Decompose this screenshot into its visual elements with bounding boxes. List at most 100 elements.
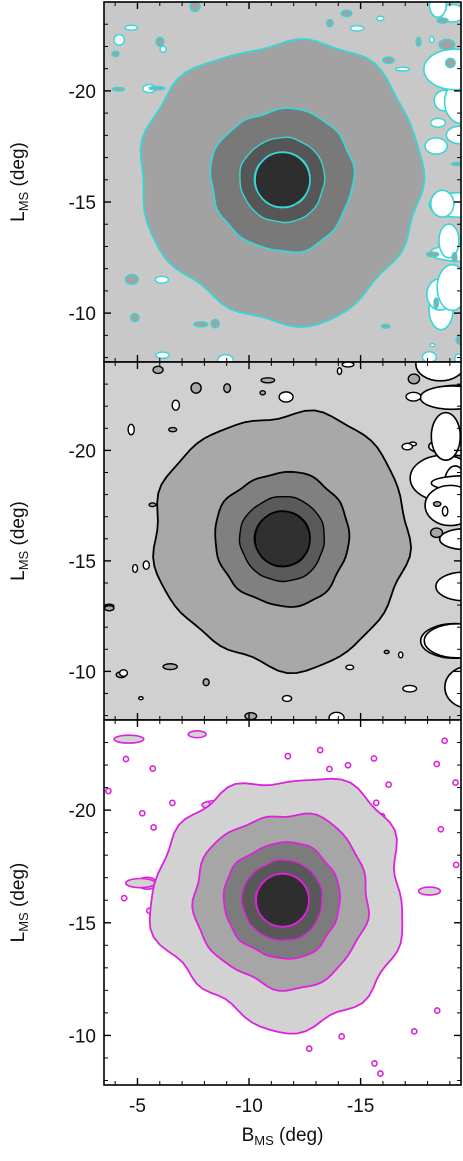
contour-island xyxy=(328,711,345,720)
contour-island xyxy=(336,367,343,376)
low-density-patch xyxy=(429,189,455,218)
contour-island xyxy=(159,45,167,53)
contour-island xyxy=(162,663,179,671)
y-tick-label: -10 xyxy=(69,1026,96,1047)
x-tick-label: -5 xyxy=(129,1096,146,1117)
contour-island xyxy=(402,684,418,693)
contour-island xyxy=(326,765,333,773)
contour-island xyxy=(118,669,129,678)
contour-island xyxy=(341,362,355,368)
contour-island xyxy=(429,527,444,539)
contour-island xyxy=(111,86,126,92)
contour-island xyxy=(190,382,202,394)
contour-island xyxy=(193,321,209,328)
contour-island xyxy=(168,426,178,433)
y-tick-label: -20 xyxy=(69,441,96,462)
contour-island xyxy=(155,36,165,48)
y-axis-label: LMS (deg) xyxy=(8,501,31,581)
contour-island xyxy=(415,36,422,47)
x-tick-label: -15 xyxy=(347,1096,374,1117)
contour-island xyxy=(370,755,378,762)
contour-island xyxy=(260,377,276,384)
contour-island xyxy=(428,35,435,44)
contour-island xyxy=(410,1027,418,1035)
contour-island xyxy=(433,760,441,768)
low-density-patch xyxy=(435,571,461,602)
y-tick-label: -20 xyxy=(69,82,96,103)
contour-island xyxy=(380,323,391,329)
contour-island xyxy=(137,695,144,701)
contour-island xyxy=(129,312,140,323)
y-tick-label: -15 xyxy=(69,552,96,573)
contour-island xyxy=(425,251,440,258)
contour-island xyxy=(154,275,170,284)
contour-island xyxy=(124,273,139,286)
density-peak-core xyxy=(255,873,310,928)
contour-island xyxy=(345,664,355,671)
y-tick-label: -10 xyxy=(69,304,96,325)
low-density-patch xyxy=(415,362,461,382)
contour-island xyxy=(421,351,438,362)
contour-island xyxy=(148,502,157,508)
contour-island xyxy=(338,1033,346,1040)
low-density-patch xyxy=(424,484,461,527)
contour-island xyxy=(131,563,139,574)
contour-island xyxy=(152,365,164,375)
panel-middle: -20 -15 -10 LMS (deg) xyxy=(8,361,462,721)
low-density-patch xyxy=(444,666,461,708)
contour-island xyxy=(407,373,421,385)
low-density-patch xyxy=(436,263,461,312)
contour-island xyxy=(148,85,166,91)
contour-island xyxy=(124,24,139,31)
density-peak-core xyxy=(254,151,311,208)
contour-island xyxy=(452,861,460,869)
low-density-patch xyxy=(438,528,461,551)
contour-island xyxy=(417,886,442,896)
contour-island xyxy=(401,442,414,451)
plot-area-middle xyxy=(104,362,461,720)
contour-island xyxy=(150,824,158,831)
contour-island xyxy=(452,779,459,786)
contour-island xyxy=(444,57,456,69)
plot-area-bottom xyxy=(104,720,461,1085)
axes-frame-bottom xyxy=(103,719,462,1086)
low-density-patch xyxy=(438,223,460,259)
contour-island xyxy=(441,505,449,517)
contour-island xyxy=(104,604,115,612)
low-density-patch xyxy=(423,623,461,659)
contour-island xyxy=(113,734,145,744)
contour-island xyxy=(316,746,324,754)
contour-island xyxy=(284,752,292,760)
contour-island xyxy=(155,351,170,360)
contour-island xyxy=(397,651,404,659)
contour-island xyxy=(451,251,458,263)
panel-top: -20 -15 -10 LMS (deg) xyxy=(8,1,462,363)
contour-island xyxy=(436,17,449,24)
contour-island xyxy=(325,18,334,28)
contour-island xyxy=(450,161,461,167)
panel-bottom: -20 -15 -10 LMS (deg) -5 -10 -15 BMS (deg) xyxy=(8,719,462,1148)
contour-island xyxy=(372,799,380,807)
contour-island xyxy=(189,2,201,13)
contour-island xyxy=(383,649,390,655)
y-axis-label: LMS (deg) xyxy=(8,142,31,222)
y-tick-label: -20 xyxy=(69,801,96,822)
contour-island xyxy=(244,711,258,720)
y-tick-label: -15 xyxy=(69,193,96,214)
contour-island xyxy=(441,737,448,745)
y-axis-label: LMS (deg) xyxy=(8,863,31,943)
y-tick-label: -10 xyxy=(69,662,96,683)
contour-island xyxy=(430,117,447,128)
contour-island xyxy=(104,787,112,795)
contour-island xyxy=(149,765,157,772)
contour-island xyxy=(433,297,440,310)
contour-island xyxy=(340,9,353,18)
low-density-patch xyxy=(424,137,449,155)
contour-island xyxy=(281,694,293,703)
contour-island xyxy=(113,33,126,46)
contour-island xyxy=(142,560,151,571)
contour-island xyxy=(344,761,352,769)
contour-island xyxy=(455,334,461,346)
contour-island xyxy=(385,781,392,789)
